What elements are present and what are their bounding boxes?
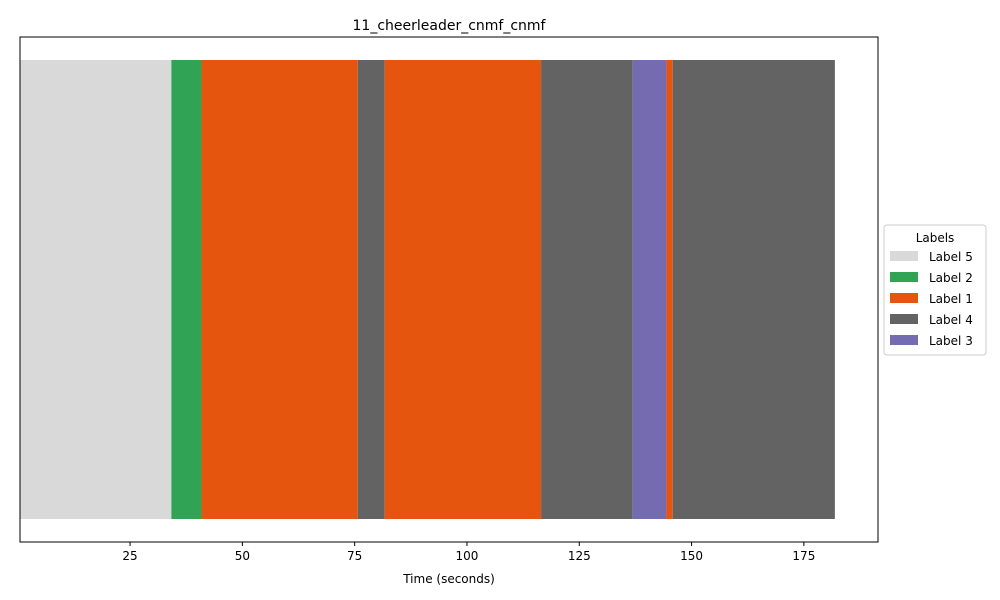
segment-label-2-1 <box>171 60 202 519</box>
legend-swatch-label-5 <box>890 251 918 261</box>
x-axis-ticks: 25 50 75 100 125 150 175 <box>122 542 815 563</box>
legend-swatch-label-2 <box>890 272 918 282</box>
x-tick-label: 150 <box>680 549 703 563</box>
legend-title: Labels <box>916 231 955 245</box>
segment-label-5-0 <box>20 60 172 519</box>
segment-label-4-5 <box>541 60 633 519</box>
x-tick-label: 175 <box>792 549 815 563</box>
x-tick-label: 75 <box>347 549 362 563</box>
legend-label-label-3: Label 3 <box>929 334 973 348</box>
segment-label-4-3 <box>357 60 385 519</box>
x-tick-label: 25 <box>122 549 137 563</box>
segment-label-3-6 <box>632 60 667 519</box>
legend-swatch-label-3 <box>890 335 918 345</box>
x-axis-label: Time (seconds) <box>402 572 495 586</box>
plot-frame <box>19 36 879 543</box>
legend-swatch-label-1 <box>890 293 918 303</box>
legend-label-label-5: Label 5 <box>929 250 973 264</box>
x-tick-label: 100 <box>456 549 479 563</box>
segment-label-1-4 <box>384 60 542 519</box>
legend-entries: Label 5 Label 2 Label 1 Label 4 Label 3 <box>890 250 973 348</box>
segment-label-1-2 <box>201 60 358 519</box>
legend-label-label-4: Label 4 <box>929 313 973 327</box>
legend-label-label-2: Label 2 <box>929 271 973 285</box>
chart-title: 11_cheerleader_cnmf_cnmf <box>353 18 547 34</box>
segment-label-1-7 <box>666 60 673 519</box>
legend-swatch-label-4 <box>890 314 918 324</box>
segment-label-4-8 <box>672 60 835 519</box>
x-tick-label: 125 <box>568 549 591 563</box>
x-tick-label: 50 <box>235 549 250 563</box>
legend-label-label-1: Label 1 <box>929 292 973 306</box>
segments-group <box>20 60 835 519</box>
